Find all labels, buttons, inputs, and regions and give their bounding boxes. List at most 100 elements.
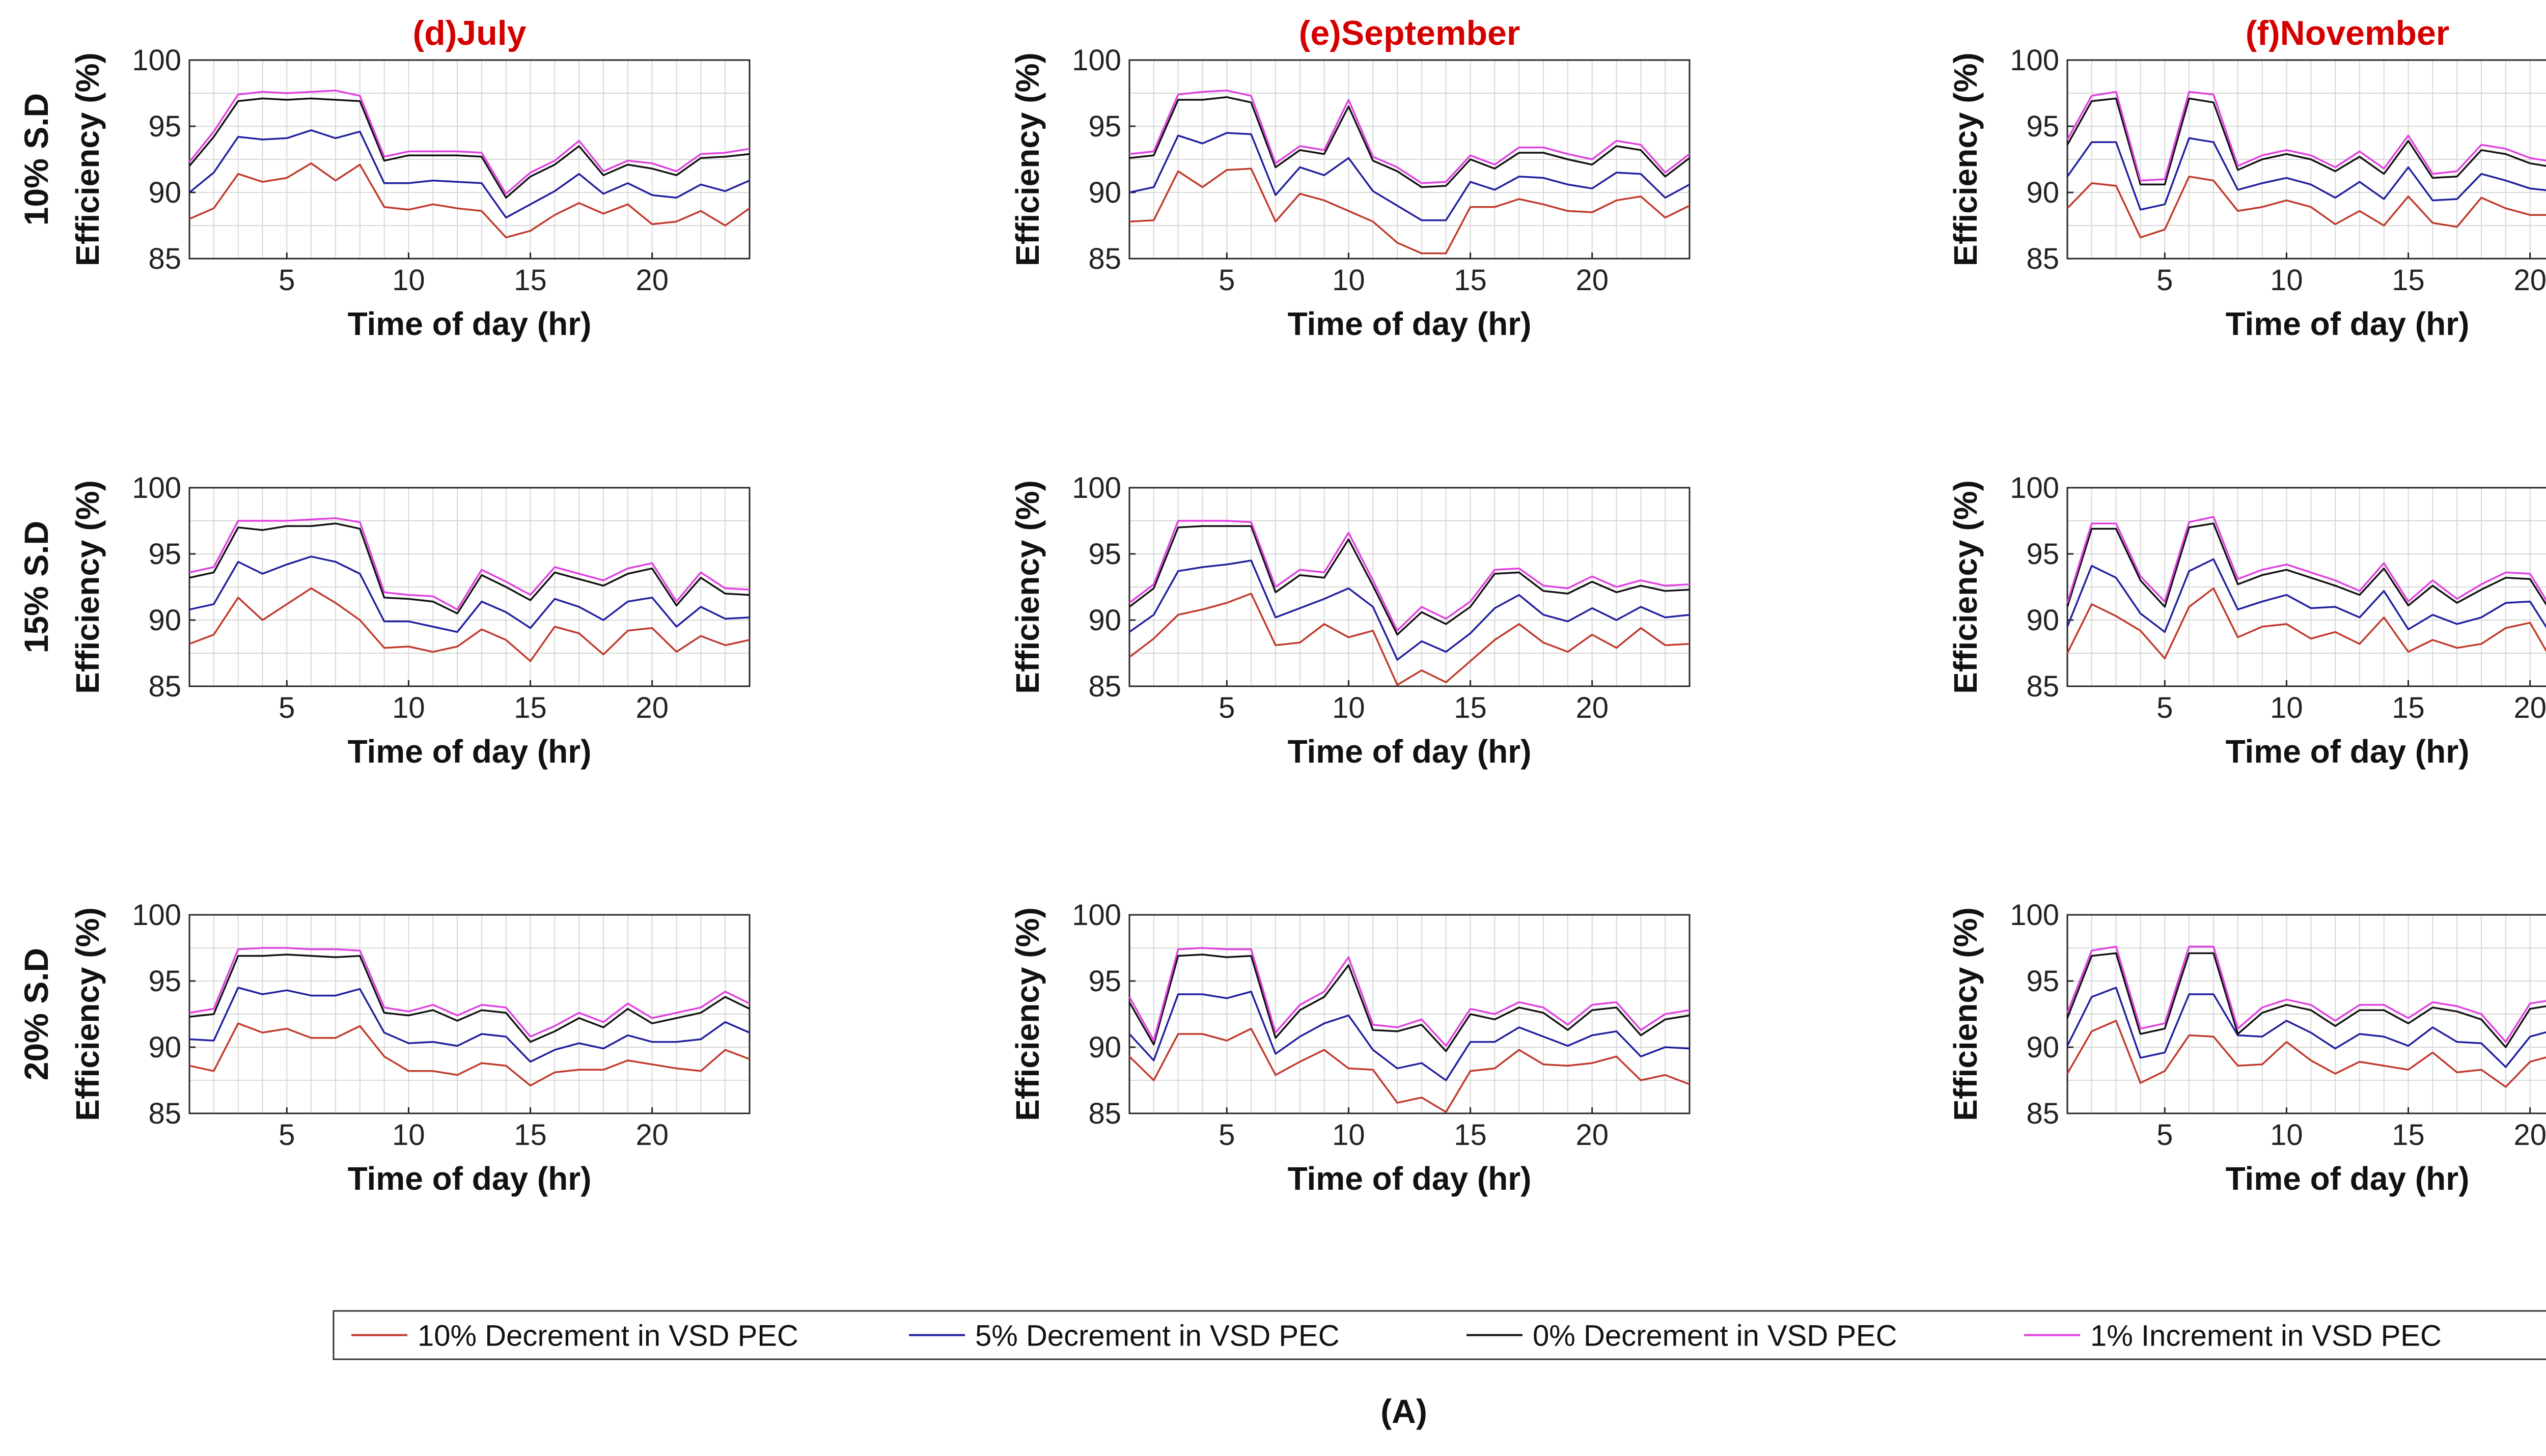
x-tick-label: 5	[1219, 264, 1235, 297]
subplot-title: (f)November	[2246, 14, 2450, 52]
series-line	[1129, 96, 1691, 188]
y-tick-label: 95	[2026, 110, 2059, 143]
row-label: 10% S.D	[17, 93, 55, 226]
subplot-1-3: 5 10 15 20 85 90 95 100 Time of day (hr) Efficien…	[1947, 14, 2546, 342]
y-tick-label: 95	[1088, 110, 1121, 143]
y-axis-label: Efficiency (%)	[1009, 907, 1046, 1121]
x-axis-label: Time of day (hr)	[1288, 1160, 1532, 1197]
x-tick-label: 5	[279, 264, 295, 297]
series-line	[188, 90, 750, 195]
x-tick-label: 20	[2513, 1118, 2546, 1152]
plot-box	[188, 487, 751, 687]
series-line	[189, 555, 750, 633]
subplot-2-1: 5 10 15 20 85 90 95 100 Time of day (hr) Efficien…	[17, 471, 751, 770]
y-tick-label: 100	[1072, 899, 1121, 932]
x-tick-label: 10	[392, 1118, 425, 1152]
y-axis-label: Efficiency (%)	[1947, 52, 1984, 266]
x-tick-label: 5	[1219, 691, 1235, 724]
series-line	[189, 517, 750, 610]
series-line	[2066, 987, 2546, 1068]
x-axis-label: Time of day (hr)	[2226, 733, 2470, 770]
y-tick-label: 90	[1088, 1031, 1121, 1064]
x-tick-label: 15	[1454, 691, 1487, 724]
y-tick-label: 95	[1088, 538, 1121, 571]
y-tick-label: 90	[1088, 604, 1121, 637]
x-tick-label: 20	[2513, 691, 2546, 724]
y-tick-label: 95	[148, 538, 181, 571]
y-tick-label: 85	[2026, 1097, 2059, 1130]
subplot-title: (e)September	[1299, 14, 1520, 52]
subplot-3-1: 5 10 15 20 85 90 95 100 Time of day (hr) Efficien…	[17, 899, 751, 1197]
grid	[189, 60, 750, 259]
series-line	[189, 947, 750, 1038]
y-tick-label: 90	[2026, 176, 2059, 209]
grid	[189, 487, 750, 687]
plot-box	[2066, 487, 2546, 687]
legend-item: 10% Decrement in VSD PEC	[351, 1320, 798, 1353]
x-tick-label: 5	[1219, 1118, 1235, 1152]
series-line	[1128, 559, 1690, 661]
series-line	[1128, 991, 1690, 1081]
y-tick-label: 100	[1072, 44, 1121, 77]
y-axis-label: Efficiency (%)	[69, 480, 106, 694]
x-axis-label: Time of day (hr)	[348, 305, 592, 342]
y-tick-label: 85	[1088, 1097, 1121, 1130]
series-line	[1128, 1027, 1690, 1113]
x-axis-label: Time of day (hr)	[1288, 305, 1532, 342]
grid	[2067, 487, 2546, 687]
x-tick-label: 15	[2392, 264, 2425, 297]
series-line	[2066, 587, 2546, 660]
y-axis-label: Efficiency (%)	[69, 907, 106, 1121]
grid	[1129, 914, 1690, 1114]
series-line	[1128, 525, 1690, 636]
plot-box	[188, 59, 751, 260]
series-line	[2066, 91, 2546, 182]
y-tick-label: 100	[2010, 899, 2059, 932]
y-axis-label: Efficiency (%)	[1009, 52, 1046, 266]
x-tick-label: 15	[514, 691, 547, 724]
x-tick-label: 15	[2392, 1118, 2425, 1152]
subplot-1-1: 5 10 15 20 85 90 95 100 Time of day (hr) Efficien…	[17, 14, 751, 342]
x-axis-label: Time of day (hr)	[348, 1160, 592, 1197]
plot-box	[1128, 914, 1691, 1114]
x-tick-label: 5	[279, 691, 295, 724]
y-axis-label: Efficiency (%)	[1947, 907, 1984, 1121]
series-line	[189, 522, 750, 614]
series-line	[1129, 167, 1690, 255]
y-tick-label: 85	[1088, 670, 1121, 703]
plot-box	[1128, 59, 1691, 260]
y-tick-label: 90	[2026, 604, 2059, 637]
y-tick-label: 100	[132, 471, 181, 505]
y-tick-label: 85	[148, 670, 181, 703]
x-tick-label: 10	[1332, 1118, 1365, 1152]
series-line	[189, 954, 750, 1043]
x-tick-label: 20	[635, 1118, 669, 1152]
x-axis-label: Time of day (hr)	[1288, 733, 1532, 770]
x-axis-label: Time of day (hr)	[2226, 1160, 2470, 1197]
series-line	[1128, 593, 1690, 686]
legend-item: 0% Decrement in VSD PEC	[1466, 1320, 1897, 1353]
y-axis-label: Efficiency (%)	[69, 52, 106, 266]
grid	[2067, 60, 2546, 259]
subplot-3-3: 5 10 15 20 85 90 95 100 Time of day (hr) Efficien…	[1947, 899, 2546, 1197]
plot-box	[2066, 59, 2546, 260]
series-line	[189, 587, 750, 662]
y-tick-label: 85	[2026, 242, 2059, 275]
series-line	[2066, 97, 2546, 186]
subplot-3-2: 5 10 15 20 85 90 95 100 Time of day (hr) Efficien…	[1009, 899, 1691, 1197]
plot-box	[1128, 487, 1691, 687]
y-tick-label: 85	[1088, 242, 1121, 275]
x-tick-label: 5	[2156, 691, 2173, 724]
y-tick-label: 95	[1088, 965, 1121, 998]
grid	[189, 914, 750, 1114]
x-tick-label: 10	[392, 691, 425, 724]
y-tick-label: 95	[2026, 965, 2059, 998]
x-tick-label: 20	[1575, 264, 1609, 297]
series-line	[189, 987, 750, 1063]
y-tick-label: 85	[148, 1097, 181, 1130]
y-tick-label: 90	[2026, 1031, 2059, 1064]
y-tick-label: 85	[148, 242, 181, 275]
series-line	[2066, 137, 2546, 211]
y-tick-label: 100	[132, 44, 181, 77]
x-tick-label: 10	[2270, 264, 2303, 297]
